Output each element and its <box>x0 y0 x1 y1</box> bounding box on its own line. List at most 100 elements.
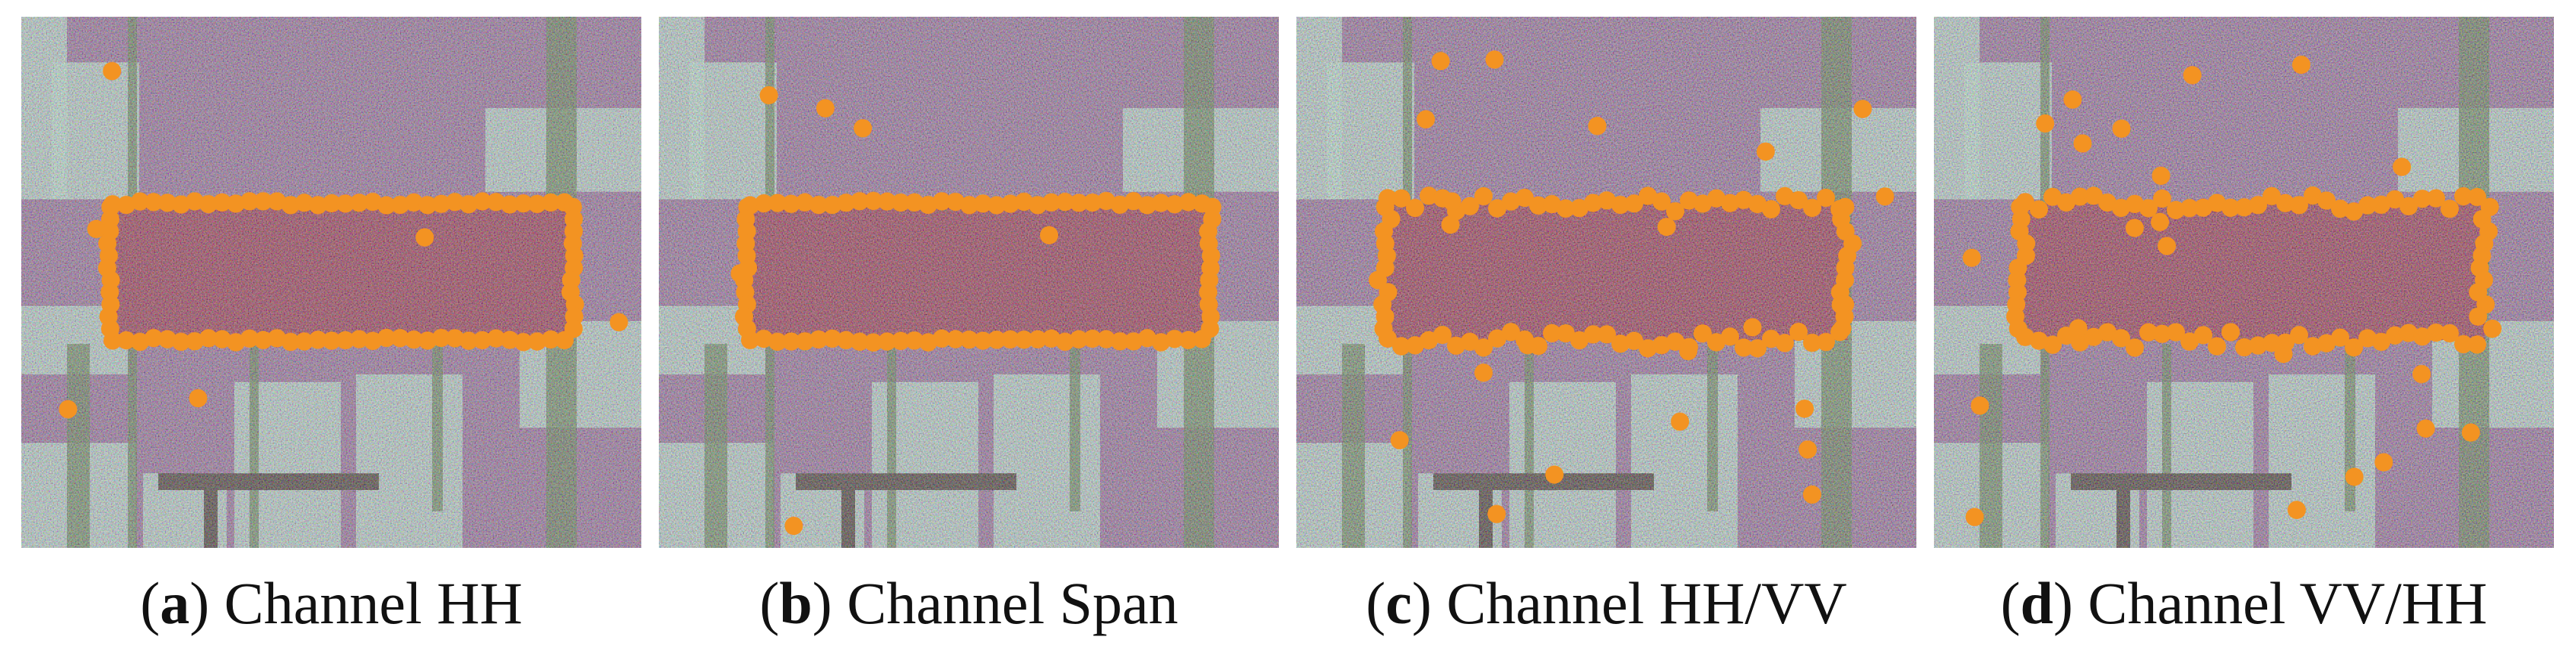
marker-dot <box>1042 329 1061 348</box>
marker-dot <box>446 193 464 212</box>
marker-dot <box>1001 330 1019 349</box>
marker-dot <box>1657 218 1676 237</box>
marker-dot <box>1392 337 1410 355</box>
sar-image-c <box>1296 17 1916 548</box>
marker-dot <box>1798 440 1818 459</box>
marker-dot <box>1474 363 1493 382</box>
marker-dot <box>1029 196 1047 215</box>
caption-d-text: Channel VV/HH <box>2088 570 2488 636</box>
marker-dot <box>2151 167 2171 185</box>
sar-image-d <box>1934 17 2554 548</box>
marker-dot <box>514 333 533 352</box>
marker-dot <box>145 193 163 212</box>
marker-dot <box>1776 186 1794 205</box>
marker-dot <box>1111 196 1129 214</box>
caption-c: (c) Channel HH/VV <box>1366 570 1847 636</box>
marker-dot <box>1817 333 1835 352</box>
marker-dot <box>1392 189 1410 208</box>
marker-dot <box>1639 186 1657 205</box>
marker-dot <box>1179 330 1197 349</box>
marker-dot <box>933 192 951 211</box>
marker-dot <box>2461 423 2480 442</box>
marker-dot <box>2468 187 2486 206</box>
marker-dot <box>1762 200 1780 218</box>
marker-dot <box>2194 198 2212 217</box>
marker-dot <box>1015 193 1033 212</box>
marker-dot <box>946 193 965 212</box>
marker-dot <box>1447 336 1465 355</box>
marker-dot <box>186 332 204 351</box>
marker-dot <box>1488 199 1506 218</box>
marker-dot <box>933 329 951 348</box>
marker-dot <box>1201 320 1220 338</box>
marker-dot <box>1584 193 1602 212</box>
marker-dot <box>2276 193 2295 212</box>
marker-dot <box>2468 335 2486 354</box>
marker-dot <box>2139 199 2158 218</box>
marker-dot <box>851 192 869 211</box>
marker-dot <box>254 330 272 349</box>
marker-dot <box>1557 199 1575 218</box>
marker-dot <box>2374 453 2393 472</box>
marker-dot <box>213 193 231 212</box>
marker-dot <box>1485 50 1504 69</box>
boundary-markers <box>730 86 1222 535</box>
marker-dot <box>1515 189 1534 207</box>
marker-dot <box>2317 334 2336 353</box>
marker-dot <box>2263 333 2281 352</box>
marker-dot <box>213 330 231 349</box>
marker-dot <box>1557 324 1575 343</box>
marker-dot <box>2235 198 2253 217</box>
marker-dot <box>1693 324 1712 343</box>
marker-dot <box>1570 331 1589 350</box>
marker-dot <box>2249 336 2267 355</box>
marker-dot <box>2085 186 2103 205</box>
marker-dot <box>1433 326 1452 345</box>
marker-dot <box>2221 323 2240 342</box>
marker-dot <box>2454 187 2473 205</box>
marker-dot <box>227 194 245 213</box>
marker-dot <box>1671 412 1690 431</box>
marker-dot <box>2290 196 2308 215</box>
marker-dot <box>1625 331 1643 350</box>
marker-dot <box>131 192 149 211</box>
marker-dot <box>2180 199 2199 218</box>
marker-dot <box>2454 335 2473 354</box>
marker-dot <box>1570 199 1589 218</box>
marker-dot <box>199 329 218 348</box>
marker-dot <box>103 62 122 81</box>
marker-dot <box>2098 323 2116 342</box>
marker-dot <box>1417 110 1436 129</box>
marker-dot <box>1707 189 1725 208</box>
marker-dot <box>1588 116 1607 135</box>
marker-dot <box>145 329 163 348</box>
marker-dot <box>189 389 208 408</box>
marker-dot <box>1831 295 1850 314</box>
marker-dot <box>2345 202 2363 221</box>
marker-dot <box>2413 327 2431 346</box>
marker-dot <box>2030 200 2048 219</box>
marker-dot <box>446 329 464 348</box>
marker-dot <box>1962 248 1981 267</box>
marker-dot <box>974 194 992 213</box>
marker-dot <box>364 332 382 350</box>
marker-dot <box>1001 194 1019 213</box>
marker-dot <box>768 333 787 352</box>
caption-c-letter: c <box>1385 570 1412 636</box>
marker-dot <box>295 193 313 212</box>
marker-dot <box>1748 339 1767 358</box>
marker-dot <box>1598 325 1616 344</box>
marker-dot <box>1652 336 1671 355</box>
marker-dot <box>1789 191 1808 210</box>
marker-dot <box>2183 65 2202 84</box>
marker-dot <box>432 329 450 348</box>
marker-dot <box>2263 186 2281 205</box>
marker-dot <box>2304 186 2322 205</box>
marker-dot <box>1518 336 1537 355</box>
marker-dot <box>809 330 828 349</box>
marker-dot <box>281 196 300 215</box>
marker-dot <box>987 196 1006 215</box>
marker-dot <box>1461 333 1479 352</box>
marker-dot <box>1625 194 1643 213</box>
marker-dot <box>364 193 382 212</box>
